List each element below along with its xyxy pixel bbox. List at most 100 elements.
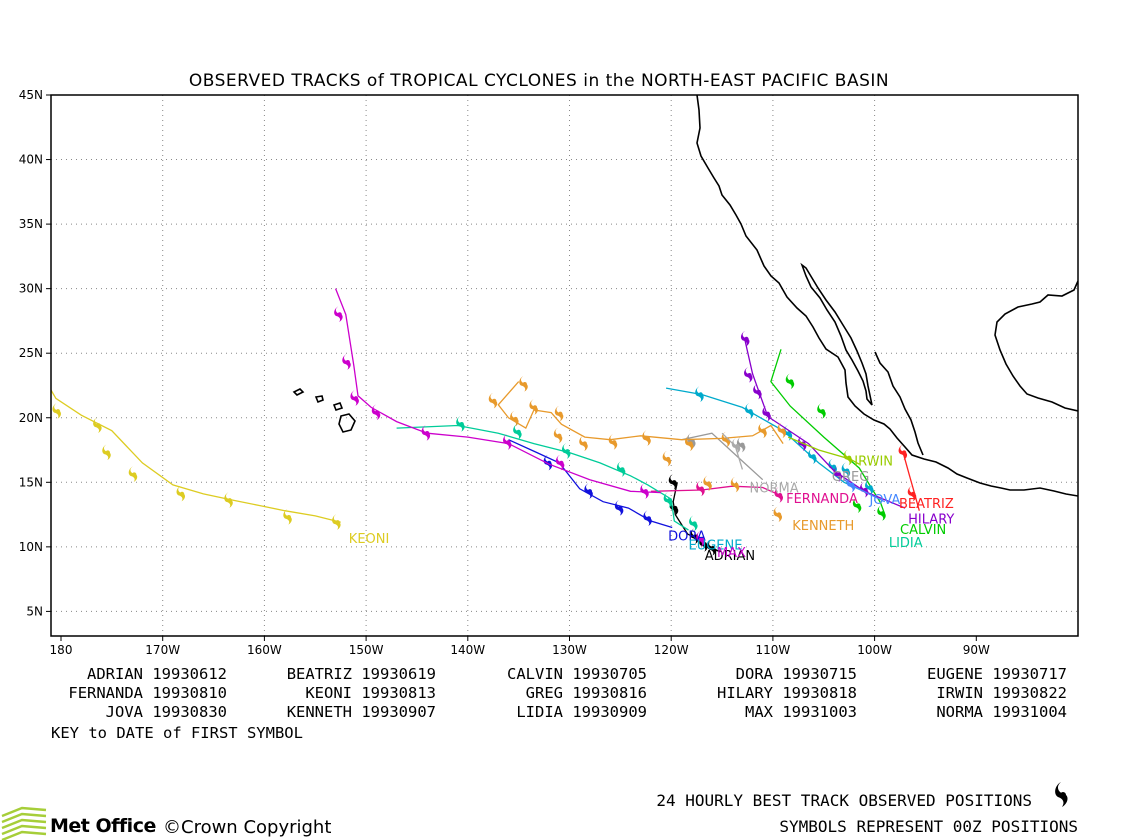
mexico-coast bbox=[696, 95, 1078, 497]
track-max-symbol bbox=[696, 531, 705, 547]
track-beatriz-symbol bbox=[898, 444, 908, 461]
track-hilary-symbol bbox=[753, 383, 762, 400]
copyright-text: ©Crown Copyright bbox=[163, 817, 331, 838]
storm-label-dora: DORA bbox=[668, 529, 706, 544]
x-tick-label: 150W bbox=[349, 643, 384, 657]
key-entry-calvin: CALVIN 19930705 bbox=[507, 665, 647, 683]
track-jova-symbol bbox=[846, 476, 856, 493]
x-tick-label: 90W bbox=[963, 643, 990, 657]
storm-label-beatriz: BEATRIZ bbox=[899, 497, 954, 512]
hawaii-3 bbox=[332, 402, 344, 411]
footer-line-1: 24 HOURLY BEST TRACK OBSERVED POSITIONS bbox=[656, 791, 1032, 810]
track-kenneth-symbol bbox=[529, 399, 538, 415]
track-eugene-symbol bbox=[865, 479, 874, 495]
track-adrian-symbol bbox=[668, 474, 678, 490]
storm-label-keoni: KEONI bbox=[349, 532, 390, 547]
track-kenneth-symbol bbox=[777, 422, 787, 439]
track-lidia-symbol bbox=[562, 443, 571, 459]
track-line-calvin bbox=[770, 349, 886, 515]
x-tick-label: 160W bbox=[247, 643, 282, 657]
track-kenneth-symbol bbox=[510, 411, 519, 427]
track-dora-symbol bbox=[614, 500, 624, 516]
track-irwin bbox=[787, 436, 860, 466]
date-key: ADRIAN 19930612 BEATRIZ 19930619 CALVIN 19… bbox=[68, 665, 1067, 721]
hawaii-1 bbox=[292, 388, 305, 396]
hawaii-2 bbox=[314, 395, 324, 404]
track-eugene-symbol bbox=[808, 448, 817, 464]
track-calvin bbox=[770, 349, 886, 521]
track-kenneth-symbol bbox=[773, 506, 783, 523]
track-line-greg bbox=[681, 432, 764, 481]
track-calvin-symbol bbox=[852, 497, 862, 514]
track-kenneth-symbol bbox=[642, 430, 651, 446]
y-tick-label: 35N bbox=[19, 217, 43, 231]
axes: 180 170W 160W 150W 140W 130W 120W 110W 100W 90W 5N… bbox=[19, 88, 990, 657]
storm-label-kenneth: KENNETH bbox=[792, 519, 854, 534]
y-tick-label: 25N bbox=[19, 346, 43, 360]
tracks bbox=[51, 288, 920, 556]
storm-label-fernanda: FERNANDA bbox=[786, 492, 858, 507]
track-max-symbol bbox=[371, 404, 381, 421]
track-irwin-symbol bbox=[843, 449, 853, 466]
y-tick-label: 30N bbox=[19, 282, 43, 296]
hawaii-4 bbox=[338, 413, 356, 433]
track-line-lidia bbox=[396, 424, 689, 531]
coastline bbox=[292, 95, 1078, 497]
track-max-symbol bbox=[350, 390, 359, 406]
track-kenneth-symbol bbox=[662, 451, 672, 467]
track-calvin-symbol bbox=[817, 403, 826, 419]
track-fernanda-symbol bbox=[696, 480, 705, 497]
y-tick-label: 10N bbox=[19, 540, 43, 554]
track-max-symbol bbox=[421, 425, 431, 441]
key-entry-irwin: IRWIN 19930822 bbox=[936, 684, 1067, 702]
plot-frame bbox=[50, 94, 1079, 637]
key-entry-beatriz: BEATRIZ 19930619 bbox=[287, 665, 436, 683]
track-line-keoni bbox=[51, 388, 341, 523]
footer-line-2: SYMBOLS REPRESENT 00Z POSITIONS bbox=[779, 817, 1078, 836]
track-keoni-symbol bbox=[93, 417, 102, 433]
track-greg-symbol bbox=[736, 436, 746, 453]
track-dora-symbol bbox=[584, 483, 593, 499]
key-entry-hilary: HILARY 19930818 bbox=[717, 684, 857, 702]
track-max-symbol bbox=[342, 354, 351, 370]
track-kenneth-symbol bbox=[488, 392, 498, 409]
track-line-kenneth bbox=[497, 381, 784, 444]
track-max-symbol bbox=[334, 306, 343, 322]
track-max-symbol bbox=[503, 434, 512, 450]
track-kenneth-symbol bbox=[758, 422, 767, 439]
track-max-symbol bbox=[640, 483, 649, 499]
track-kenneth-symbol bbox=[554, 405, 564, 422]
track-fernanda-symbol bbox=[774, 487, 784, 503]
track-calvin-symbol bbox=[877, 505, 886, 521]
storm-label-max: MAX bbox=[717, 546, 746, 561]
legend-cyclone-icon bbox=[1055, 782, 1068, 807]
track-kenneth-symbol bbox=[685, 435, 694, 452]
track-beatriz-symbol bbox=[907, 485, 917, 502]
gridlines bbox=[51, 95, 1078, 636]
key-entry-eugene: EUGENE 19930717 bbox=[927, 665, 1067, 683]
x-tick-label: 140W bbox=[450, 643, 485, 657]
track-line-irwin bbox=[787, 436, 860, 465]
track-keoni-symbol bbox=[176, 485, 186, 502]
x-tick-label: 130W bbox=[552, 643, 587, 657]
storm-label-jova: JOVA bbox=[869, 493, 901, 508]
x-tick-label: 110W bbox=[756, 643, 791, 657]
y-tick-label: 5N bbox=[26, 604, 43, 618]
track-greg bbox=[681, 432, 764, 481]
storm-label-hilary: HILARY bbox=[908, 513, 954, 528]
storm-label-norma: NORMA bbox=[750, 482, 799, 497]
key-entry-keoni: KEONI 19930813 bbox=[305, 684, 436, 702]
met-office-logo-text: Met Office bbox=[50, 815, 156, 837]
track-kenneth-symbol bbox=[730, 476, 740, 493]
track-keoni-symbol bbox=[52, 403, 61, 419]
storm-label-greg: GREG bbox=[832, 470, 869, 485]
track-hilary-symbol bbox=[762, 405, 771, 422]
baja-peninsula bbox=[800, 262, 873, 406]
key-entry-lidia: LIDIA 19930909 bbox=[516, 703, 647, 721]
track-keoni-symbol bbox=[128, 466, 138, 483]
y-tick-label: 45N bbox=[19, 88, 43, 102]
track-dora bbox=[508, 439, 673, 529]
track-dora-symbol bbox=[643, 510, 652, 526]
track-kenneth-symbol bbox=[519, 376, 528, 392]
x-tick-label: 170W bbox=[145, 643, 180, 657]
